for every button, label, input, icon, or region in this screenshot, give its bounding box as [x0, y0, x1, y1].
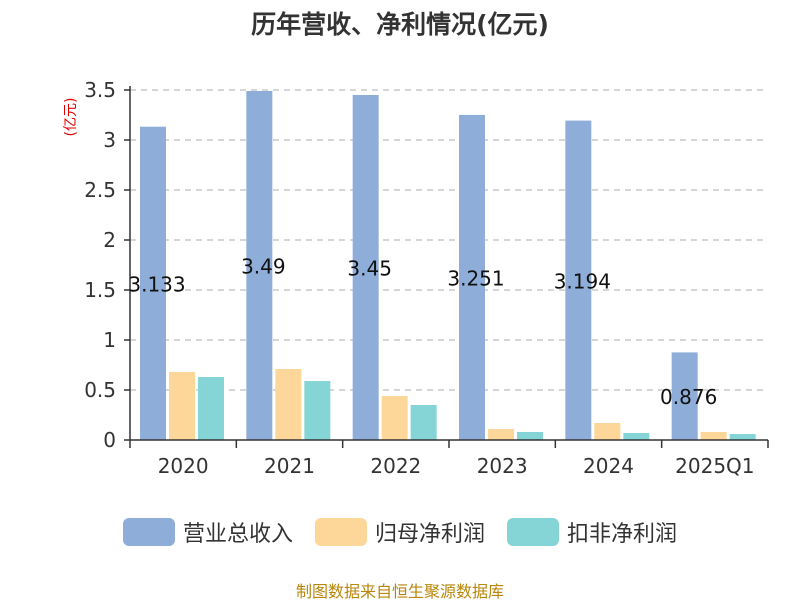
- bar: [594, 423, 621, 440]
- legend-swatch-net-profit: [314, 518, 367, 546]
- x-tick-label: 2023: [477, 454, 528, 478]
- bar: [517, 432, 543, 440]
- y-tick-label: 3.5: [84, 78, 116, 102]
- data-labels: 3.133 3.49 3.45 3.251 3.194 0.876: [128, 255, 717, 410]
- y-tick-label: 2.5: [84, 178, 116, 202]
- bar: [352, 95, 379, 440]
- x-tick-label: 2022: [370, 454, 421, 478]
- data-label: 3.251: [447, 266, 504, 290]
- legend-label-deducted-profit: 扣非净利润: [567, 522, 678, 547]
- bar: [410, 405, 437, 440]
- bar: [488, 429, 514, 440]
- bars: [140, 91, 756, 441]
- data-label: 3.49: [241, 255, 286, 279]
- chart-title: 历年营收、净利情况(亿元): [251, 10, 549, 39]
- gridlines: [130, 89, 768, 391]
- axes: 0 0.5 1 1.5 2 2.5 3 3.5 2020 2021 2022 2023 2024 2025…: [84, 78, 769, 478]
- y-axis-unit-label: (亿元): [63, 98, 79, 137]
- y-tick-label: 1.5: [84, 278, 116, 302]
- bar: [729, 434, 756, 440]
- legend-swatch-revenue: [122, 518, 175, 546]
- bar: [246, 91, 273, 440]
- bar: [565, 120, 592, 440]
- x-tick-label: 2021: [264, 454, 315, 478]
- y-tick-label: 3: [103, 128, 116, 152]
- bar: [275, 369, 302, 440]
- y-tick-label: 0: [103, 428, 116, 452]
- data-source-note: 制图数据来自恒生聚源数据库: [295, 582, 504, 601]
- y-tick-label: 1: [103, 328, 116, 352]
- bar: [381, 396, 408, 440]
- data-label: 3.133: [128, 272, 185, 296]
- bar: [700, 432, 727, 440]
- bar: [169, 372, 195, 440]
- x-tick-label: 2020: [158, 454, 209, 478]
- data-label: 3.194: [554, 269, 611, 293]
- legend-label-revenue: 营业总收入: [182, 522, 293, 547]
- legend-item-revenue[interactable]: 营业总收入: [122, 516, 293, 548]
- y-tick-label: 2: [103, 228, 116, 252]
- legend-label-net-profit: 归母净利润: [374, 522, 485, 547]
- bar: [623, 433, 650, 440]
- x-tick-label: 2025Q1: [675, 454, 754, 478]
- data-label: 0.876: [660, 385, 717, 409]
- legend-item-deducted-profit[interactable]: 扣非净利润: [507, 516, 677, 548]
- data-label: 3.45: [347, 257, 392, 281]
- legend-item-net-profit[interactable]: 归母净利润: [314, 516, 485, 548]
- bar: [304, 381, 331, 440]
- bar: [459, 114, 485, 441]
- legend-swatch-deducted-profit: [507, 518, 559, 546]
- legend: 营业总收入 归母净利润 扣非净利润: [0, 516, 800, 548]
- bar: [198, 377, 224, 440]
- x-tick-label: 2024: [583, 454, 634, 478]
- bar: [671, 352, 698, 440]
- y-tick-label: 0.5: [84, 378, 116, 402]
- bar: [140, 126, 166, 440]
